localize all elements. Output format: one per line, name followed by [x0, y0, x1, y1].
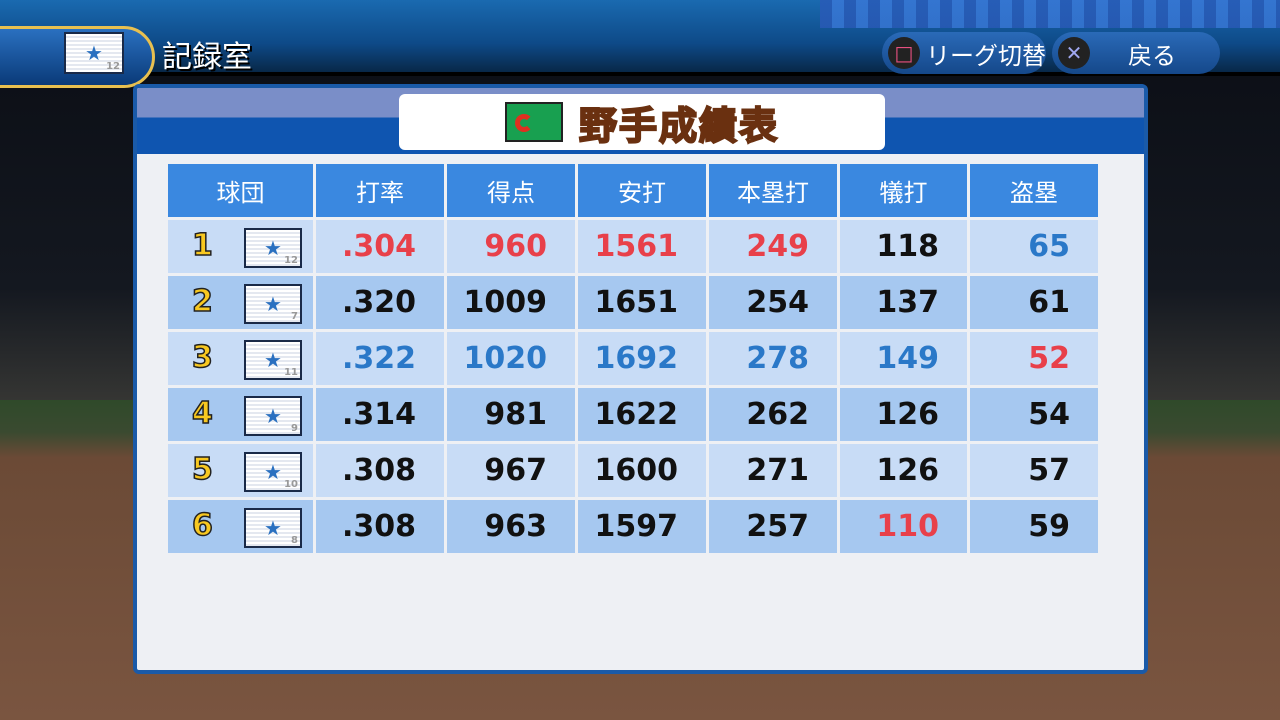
- stat-cell: 963: [447, 500, 575, 553]
- team-logo: ★ 10: [244, 452, 302, 492]
- stat-cell: 1622: [578, 388, 706, 441]
- team-logo: ★ 12: [64, 32, 124, 74]
- stat-cell: .308: [316, 500, 444, 553]
- stat-cell: .308: [316, 444, 444, 497]
- league-flag-icon: [504, 102, 563, 142]
- stat-cell: 65: [970, 220, 1098, 273]
- stat-cell: 967: [447, 444, 575, 497]
- stat-cell: 1597: [578, 500, 706, 553]
- panel-title-box: 野手成績表: [399, 94, 885, 150]
- stat-cell: 254: [709, 276, 837, 329]
- stat-cell: 52: [970, 332, 1098, 385]
- stat-cell: 126: [840, 444, 967, 497]
- column-header[interactable]: 得点: [447, 164, 575, 217]
- rank: 1: [191, 227, 213, 264]
- team-number: 8: [291, 535, 298, 546]
- team-cell: 1 ★ 12: [168, 220, 313, 273]
- stat-cell: 1600: [578, 444, 706, 497]
- panel-title: 野手成績表: [578, 103, 779, 149]
- team-logo: ★ 9: [244, 396, 302, 436]
- stat-cell: 57: [970, 444, 1098, 497]
- stat-cell: .322: [316, 332, 444, 385]
- table-row[interactable]: 2 ★ 7.320 1009 1651 254 137 61: [168, 276, 1098, 329]
- stat-cell: 61: [970, 276, 1098, 329]
- rank: 2: [191, 283, 213, 320]
- square-button-icon: □: [888, 37, 920, 69]
- team-logo: ★ 12: [244, 228, 302, 268]
- rank: 4: [191, 395, 213, 432]
- stat-cell: 126: [840, 388, 967, 441]
- team-cell: 5 ★ 10: [168, 444, 313, 497]
- stat-cell: 1020: [447, 332, 575, 385]
- stat-cell: .314: [316, 388, 444, 441]
- column-header[interactable]: 安打: [578, 164, 706, 217]
- team-cell: 4 ★ 9: [168, 388, 313, 441]
- team-cell: 2 ★ 7: [168, 276, 313, 329]
- table-row[interactable]: 4 ★ 9.314 981 1622 262 126 54: [168, 388, 1098, 441]
- column-header[interactable]: 盗塁: [970, 164, 1098, 217]
- stat-cell: 257: [709, 500, 837, 553]
- stat-cell: 1009: [447, 276, 575, 329]
- team-number: 11: [284, 367, 298, 378]
- column-header[interactable]: 球団: [168, 164, 313, 217]
- team-number: 10: [284, 479, 298, 490]
- table-row[interactable]: 1 ★ 12.304 960 1561 249 118 65: [168, 220, 1098, 273]
- team-number: 7: [291, 311, 298, 322]
- stat-cell: .304: [316, 220, 444, 273]
- stat-cell: 118: [840, 220, 967, 273]
- team-cell: 3 ★ 11: [168, 332, 313, 385]
- title-pill: [0, 26, 155, 88]
- league-switch-label: リーグ切替: [926, 41, 1046, 70]
- team-number: 12: [284, 255, 298, 266]
- stat-cell: 1692: [578, 332, 706, 385]
- stat-cell: 137: [840, 276, 967, 329]
- back-label: 戻る: [1128, 41, 1176, 70]
- stat-cell: 149: [840, 332, 967, 385]
- back-button[interactable]: ✕ 戻る: [1052, 32, 1220, 74]
- screen-title: 記録室: [162, 40, 252, 75]
- stat-cell: 110: [840, 500, 967, 553]
- stat-cell: 1561: [578, 220, 706, 273]
- team-number: 12: [106, 61, 120, 72]
- batting-stats-table: 球団 打率 得点 安打 本塁打 犠打 盗塁 1 ★ 12.304 960 1561 249 118 65…: [165, 161, 1101, 556]
- league-switch-button[interactable]: □ リーグ切替: [882, 32, 1046, 74]
- table-row[interactable]: 6 ★ 8.308 963 1597 257 110 59: [168, 500, 1098, 553]
- rank: 5: [191, 451, 213, 488]
- stat-cell: .320: [316, 276, 444, 329]
- stat-cell: 271: [709, 444, 837, 497]
- checker-pattern: [820, 0, 1280, 28]
- table-row[interactable]: 3 ★ 11.322 1020 1692 278 149 52: [168, 332, 1098, 385]
- team-logo: ★ 7: [244, 284, 302, 324]
- team-cell: 6 ★ 8: [168, 500, 313, 553]
- cross-button-icon: ✕: [1058, 37, 1090, 69]
- stat-cell: 54: [970, 388, 1098, 441]
- team-logo: ★ 8: [244, 508, 302, 548]
- stat-cell: 278: [709, 332, 837, 385]
- team-number: 9: [291, 423, 298, 434]
- rank: 6: [191, 507, 213, 544]
- stat-cell: 59: [970, 500, 1098, 553]
- column-header[interactable]: 犠打: [840, 164, 967, 217]
- column-header[interactable]: 本塁打: [709, 164, 837, 217]
- stat-cell: 249: [709, 220, 837, 273]
- rank: 3: [191, 339, 213, 376]
- column-header[interactable]: 打率: [316, 164, 444, 217]
- team-logo: ★ 11: [244, 340, 302, 380]
- stat-cell: 960: [447, 220, 575, 273]
- stat-cell: 262: [709, 388, 837, 441]
- table-row[interactable]: 5 ★ 10.308 967 1600 271 126 57: [168, 444, 1098, 497]
- stat-cell: 981: [447, 388, 575, 441]
- stat-cell: 1651: [578, 276, 706, 329]
